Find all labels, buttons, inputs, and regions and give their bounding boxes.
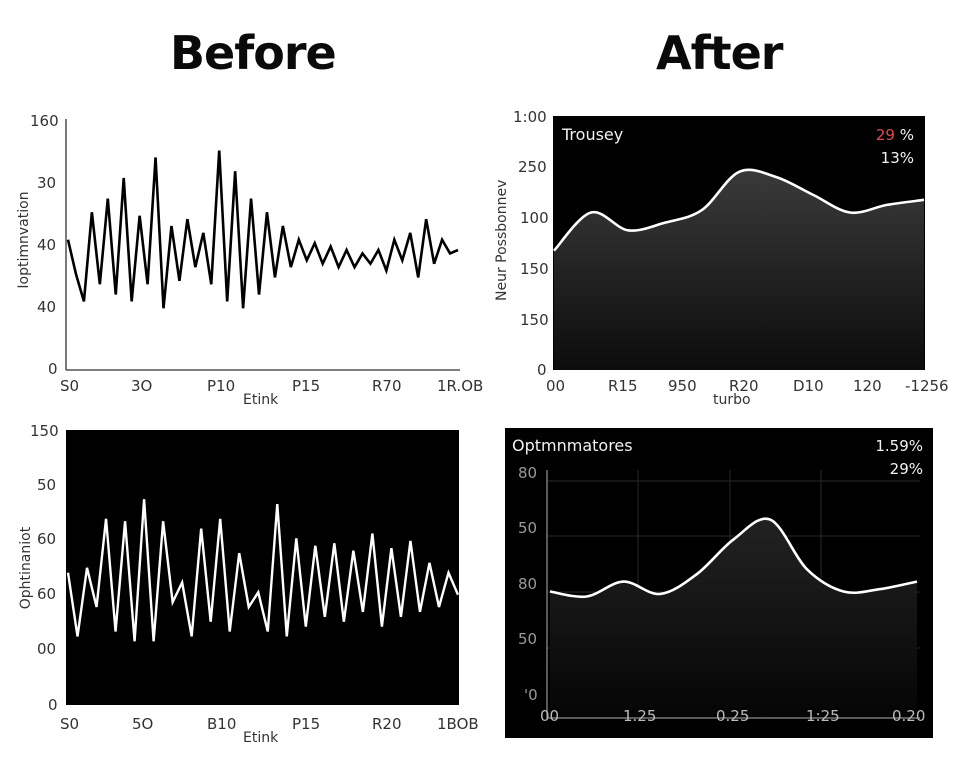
x-tick: 1.25 xyxy=(623,707,657,725)
y-tick: 50 xyxy=(37,476,57,494)
y-tick: 0 xyxy=(48,360,58,378)
y-axis-label: Ioptimnvation xyxy=(16,191,32,289)
before-bottom-chart: 150 50 60 60 00 0 S0 5O B10 P15 R20 1BOB… xyxy=(0,420,480,768)
x-tick: 3O xyxy=(131,377,153,395)
x-tick: P10 xyxy=(207,377,236,395)
y-axis-label: Ophtinaniot xyxy=(18,526,34,610)
after-top-annotation-2: 13% xyxy=(880,149,914,167)
x-tick: S0 xyxy=(60,377,80,395)
y-tick: 150 xyxy=(520,311,549,329)
after-bottom-annotation-2: 29% xyxy=(889,460,923,478)
x-tick: 5O xyxy=(132,715,154,733)
y-tick: 80 xyxy=(518,575,538,593)
x-tick: P15 xyxy=(292,377,321,395)
x-tick: D10 xyxy=(793,377,824,395)
after-title: After xyxy=(656,26,783,80)
x-tick: 00 xyxy=(540,707,560,725)
after-bottom-plot xyxy=(505,428,933,738)
before-top-axes xyxy=(65,119,460,371)
y-tick: 80 xyxy=(518,464,538,482)
after-bottom-title: Optmnmatores xyxy=(512,436,633,455)
y-tick: 0 xyxy=(48,696,58,714)
after-top-plot xyxy=(553,116,925,370)
y-tick: 150 xyxy=(30,422,59,440)
before-bottom-plot xyxy=(66,430,460,705)
y-tick: 40 xyxy=(37,298,57,316)
x-tick: R20 xyxy=(372,715,402,733)
x-tick: S0 xyxy=(60,715,80,733)
x-tick: 0.20 xyxy=(892,707,926,725)
x-tick: -1256 xyxy=(905,377,949,395)
x-axis-label: turbo xyxy=(713,392,751,408)
y-tick: 30 xyxy=(37,174,57,192)
y-tick: '0 xyxy=(524,686,538,704)
y-tick: 50 xyxy=(518,630,538,648)
y-tick: 100 xyxy=(520,209,549,227)
y-axis-label: Neur Possbonnev xyxy=(494,179,510,301)
y-tick: 00 xyxy=(37,640,57,658)
y-tick: 60 xyxy=(37,585,57,603)
x-tick: 120 xyxy=(853,377,882,395)
x-tick: 00 xyxy=(546,377,566,395)
x-tick: R20 xyxy=(729,377,759,395)
x-tick: P15 xyxy=(292,715,321,733)
after-top-annotation-1: 29 % xyxy=(875,126,914,144)
before-top-chart: 160 30 40 40 0 S0 3O P10 P15 R70 1R.OB E… xyxy=(0,100,484,420)
x-axis-label: Etink xyxy=(243,730,279,746)
x-tick: R15 xyxy=(608,377,638,395)
y-tick: 60 xyxy=(37,530,57,548)
y-tick: 160 xyxy=(30,112,59,130)
x-axis-label: Etink xyxy=(243,392,279,408)
y-tick: 50 xyxy=(518,519,538,537)
x-tick: 0.25 xyxy=(716,707,750,725)
before-title: Before xyxy=(170,26,337,80)
x-tick: 950 xyxy=(668,377,697,395)
y-tick: 150 xyxy=(520,260,549,278)
y-tick: 40 xyxy=(37,236,57,254)
x-tick: 1R.OB xyxy=(437,377,484,395)
after-top-title: Trousey xyxy=(562,125,624,144)
y-tick: 1:00 xyxy=(513,108,547,126)
x-tick: R70 xyxy=(372,377,402,395)
x-tick: B10 xyxy=(207,715,237,733)
x-tick: 1:25 xyxy=(806,707,840,725)
after-bottom-chart: Optmnmatores 1.59% 29% 80 50 80 50 '0 00… xyxy=(480,420,960,768)
after-top-chart: Trousey 29 % 13% 1:00 250 100 150 150 0 … xyxy=(480,100,960,420)
y-tick: 250 xyxy=(518,158,547,176)
x-tick: 1BOB xyxy=(437,715,479,733)
y-tick: 0 xyxy=(537,361,547,379)
after-bottom-annotation-1: 1.59% xyxy=(875,437,923,455)
